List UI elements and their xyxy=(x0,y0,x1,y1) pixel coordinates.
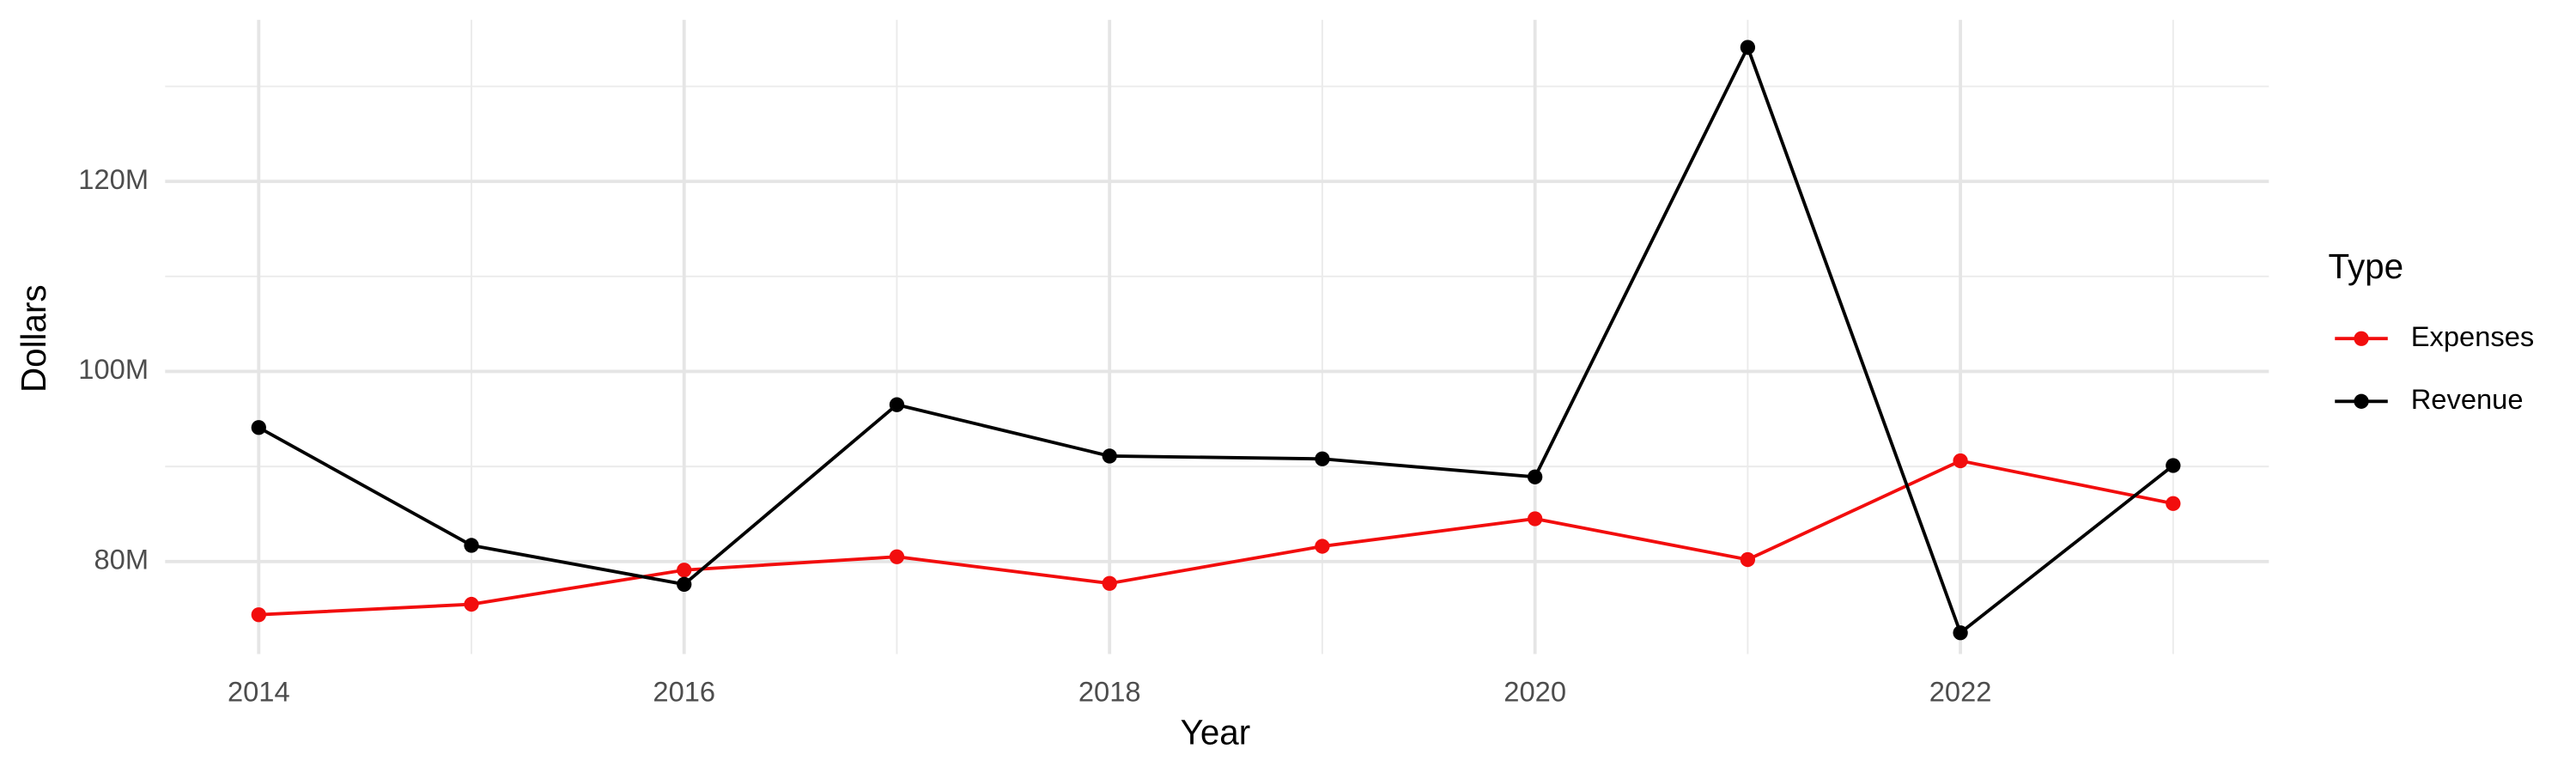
point xyxy=(1953,453,1968,469)
legend-point xyxy=(2354,331,2369,346)
point xyxy=(1740,551,1756,568)
point xyxy=(1315,451,1330,466)
point xyxy=(1953,625,1968,641)
y-tick-label: 80M xyxy=(94,543,149,575)
point xyxy=(464,596,479,612)
y-tick-label: 100M xyxy=(78,353,149,385)
x-tick-label: 2018 xyxy=(1078,675,1141,707)
line xyxy=(258,459,2174,617)
point xyxy=(889,549,905,564)
point xyxy=(2166,458,2181,473)
y-axis-title: Dollars xyxy=(14,284,53,393)
point xyxy=(1102,448,1117,464)
line xyxy=(258,43,2175,636)
x-tick-label: 2014 xyxy=(228,675,290,707)
point xyxy=(677,576,692,592)
y-tick-label: 120M xyxy=(78,163,149,195)
point xyxy=(1102,575,1117,591)
x-axis-title: Year xyxy=(1181,712,1251,752)
point xyxy=(1740,40,1756,55)
legend-label: Revenue xyxy=(2411,383,2524,415)
point xyxy=(464,538,479,553)
point xyxy=(1315,539,1330,554)
x-tick-label: 2020 xyxy=(1504,675,1566,707)
point xyxy=(251,607,266,623)
point xyxy=(1528,469,1543,484)
point xyxy=(1528,511,1543,526)
point xyxy=(2166,496,2181,511)
legend-point xyxy=(2354,393,2369,409)
point xyxy=(677,563,692,578)
x-tick-label: 2016 xyxy=(653,675,715,707)
legend-label: Expenses xyxy=(2411,320,2535,352)
legend-title: Type xyxy=(2329,247,2404,286)
point xyxy=(251,420,266,435)
x-tick-label: 2022 xyxy=(1929,675,1992,707)
point xyxy=(889,397,905,412)
